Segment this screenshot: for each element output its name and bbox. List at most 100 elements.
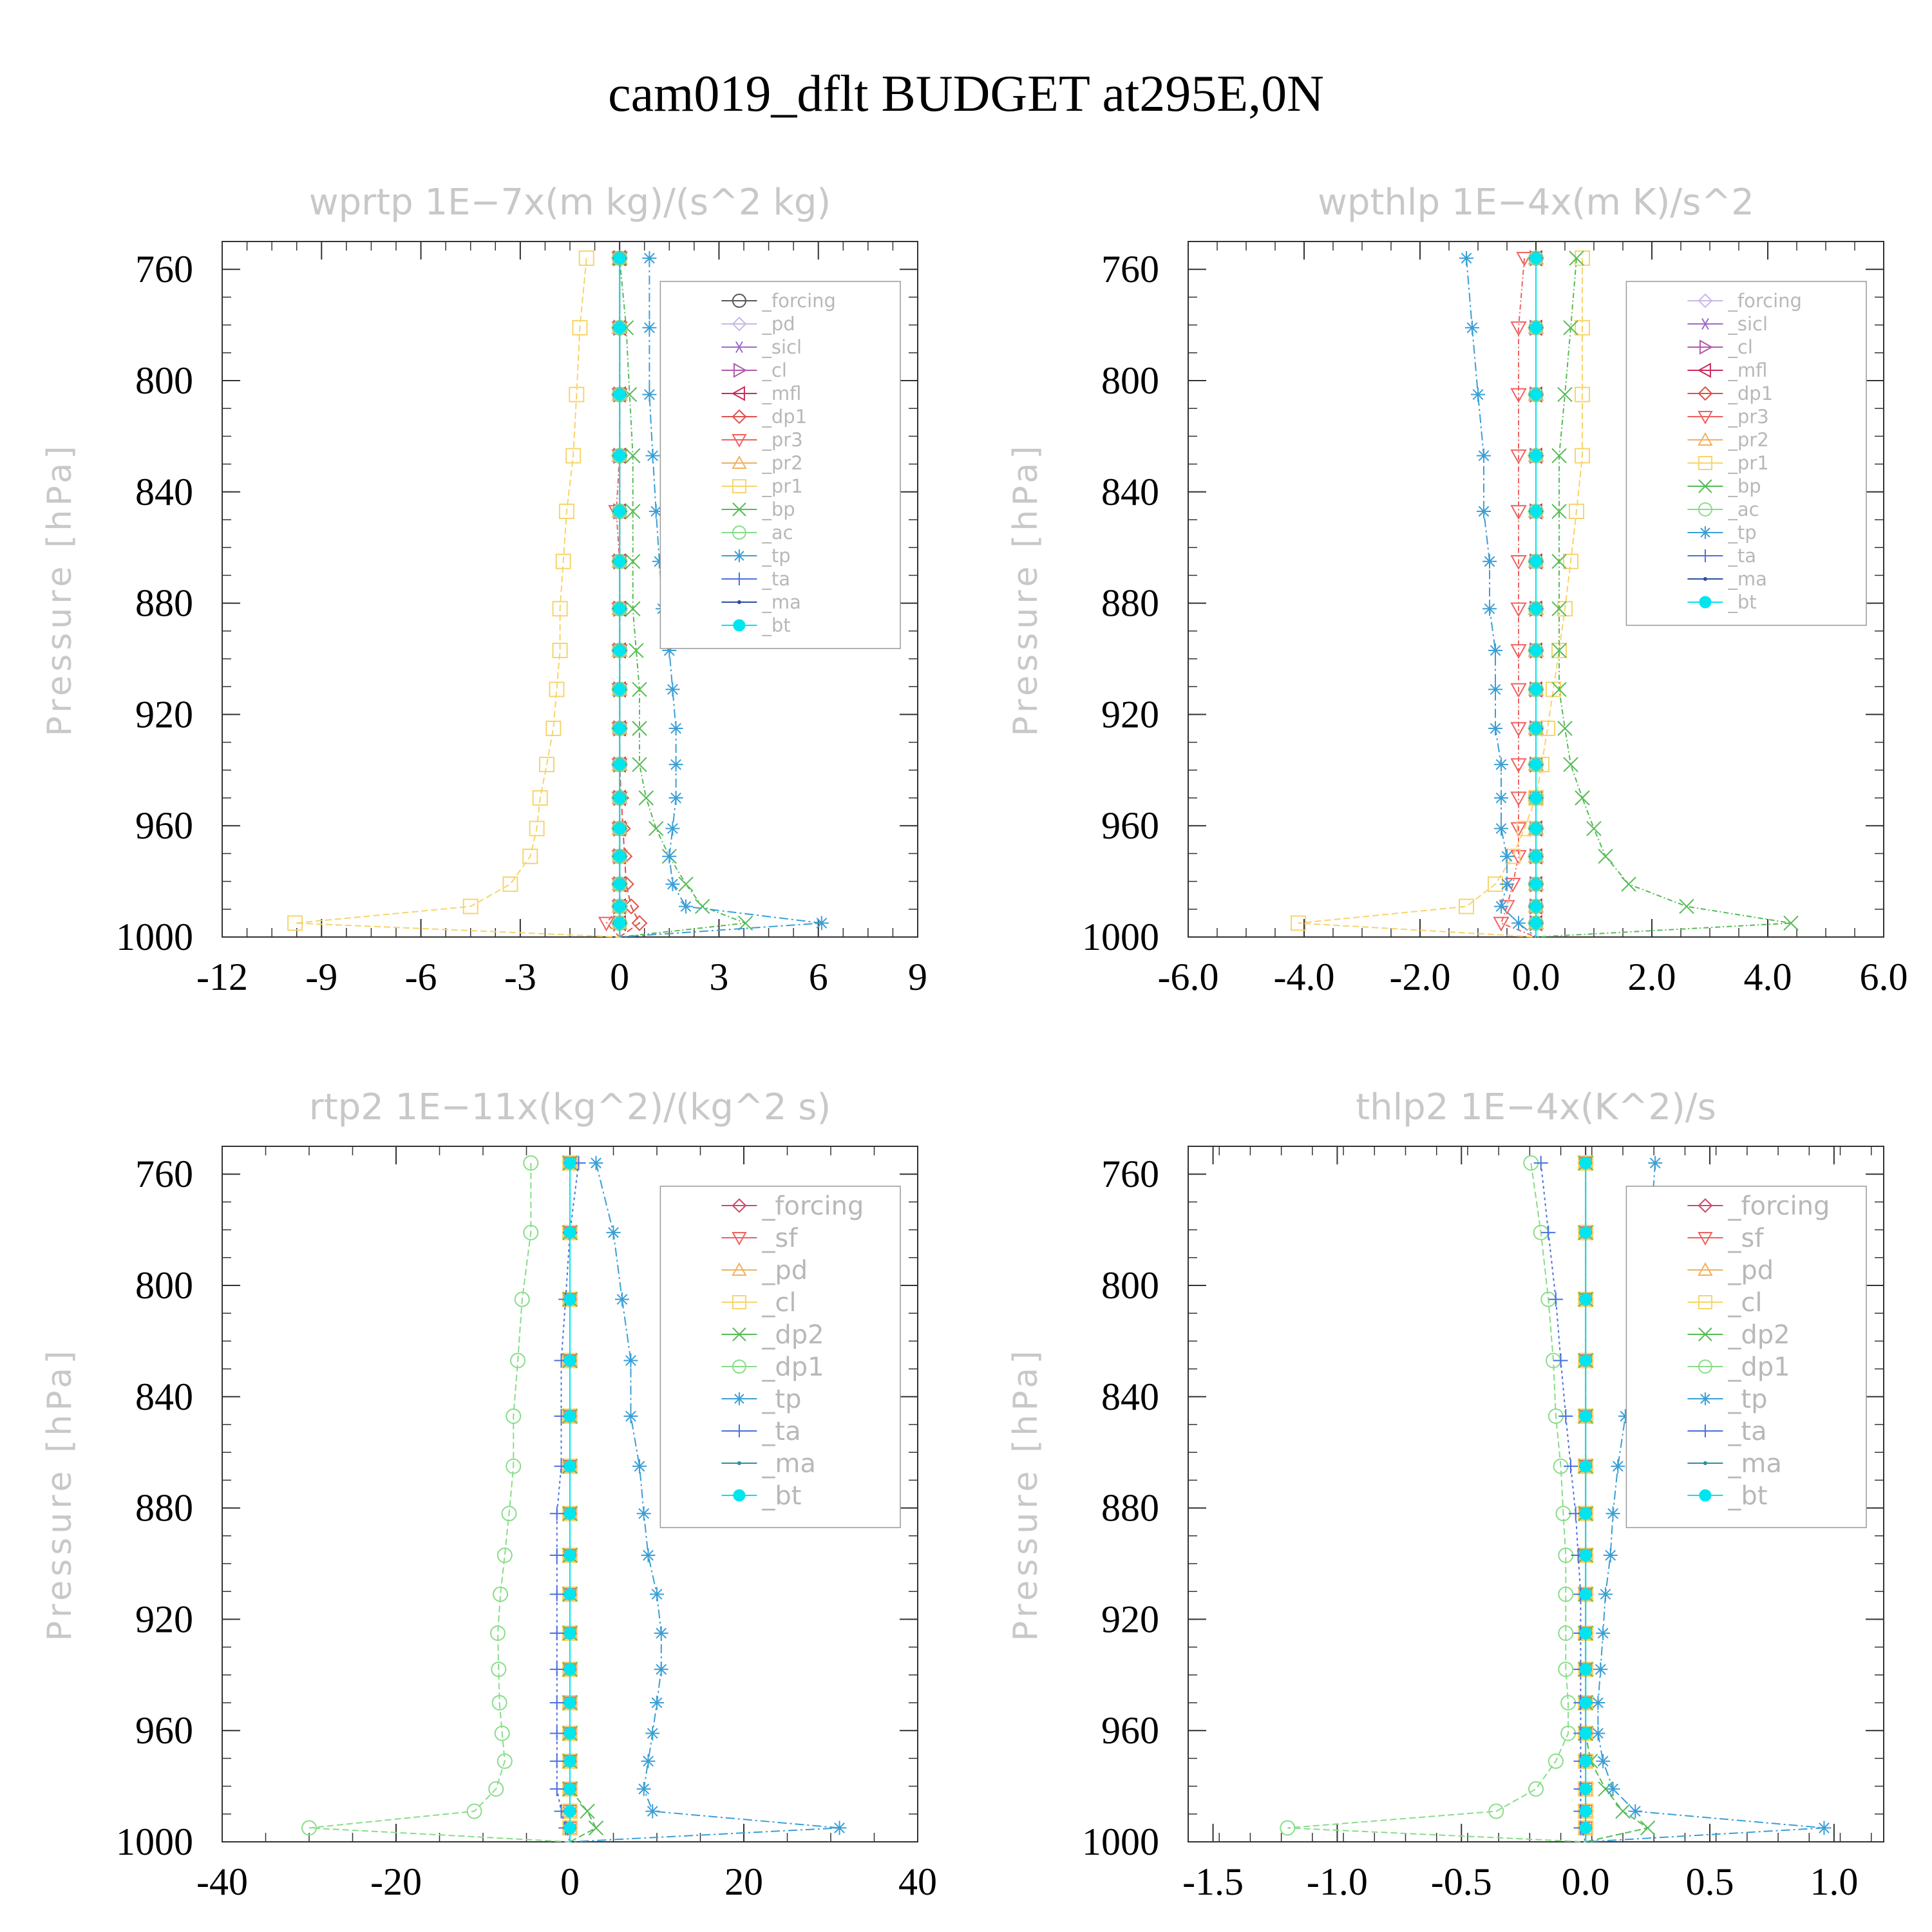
legend-label: _pr1	[761, 475, 802, 497]
data-point-tp	[662, 849, 677, 864]
data-point-bt	[564, 1627, 576, 1640]
data-point-bt	[1579, 1354, 1592, 1367]
data-point-dp1	[514, 1291, 530, 1307]
data-point-bt	[613, 683, 626, 696]
legend-marker	[732, 294, 746, 308]
data-point-bt	[613, 916, 626, 929]
legend-marker	[1698, 526, 1712, 539]
data-point-dp1	[1558, 1586, 1574, 1602]
y-axis-label: Pressure [hPa]	[41, 1347, 79, 1642]
data-point-bt	[1530, 850, 1542, 863]
data-point-pr1	[552, 643, 568, 659]
x-tick-label: -12	[196, 956, 248, 998]
data-point-tp	[668, 721, 683, 735]
legend-marker	[1699, 596, 1712, 609]
y-tick-label: 840	[1101, 1376, 1159, 1418]
data-point-pr3	[1510, 554, 1527, 570]
data-point-tp	[679, 899, 693, 914]
data-point-bp	[625, 554, 641, 569]
legend-marker	[732, 1392, 746, 1405]
data-point-dp1	[491, 1695, 507, 1710]
data-point-bt	[1579, 1755, 1592, 1768]
data-point-tp	[1596, 1754, 1611, 1768]
data-point-ta	[549, 1696, 564, 1710]
data-point-dp1	[1528, 1781, 1544, 1797]
data-point-tp	[606, 1225, 621, 1240]
data-point-bt	[1579, 1460, 1592, 1473]
data-point-pr1	[1575, 448, 1590, 464]
data-point-bt	[564, 1157, 576, 1170]
data-point-tp	[1628, 1804, 1643, 1819]
data-point-bp	[632, 721, 647, 736]
data-point-pr1	[1563, 553, 1578, 569]
data-point-tp	[668, 791, 683, 805]
data-point-ta	[549, 1587, 564, 1602]
y-tick-label: 800	[135, 1264, 193, 1307]
legend-marker	[732, 573, 746, 585]
panel-title: thlp2 1E−4x(K^2)/s	[1356, 1086, 1716, 1128]
data-point-tp	[1482, 554, 1497, 569]
data-point-tp	[1593, 1662, 1608, 1677]
x-tick-label: -0.5	[1431, 1861, 1492, 1903]
data-point-dp1	[1558, 1625, 1574, 1641]
data-point-bp	[1783, 915, 1799, 931]
plot-frame	[1188, 1146, 1884, 1842]
legend-label: _mfl	[1727, 359, 1767, 381]
data-point-pr1	[569, 386, 585, 402]
data-point-bp	[1551, 554, 1567, 569]
data-point-bp	[638, 790, 654, 806]
data-point-dp1	[1558, 1662, 1574, 1678]
data-point-bp	[1551, 681, 1567, 697]
x-tick-label: -1.0	[1307, 1861, 1368, 1903]
legend-label: _dp1	[761, 406, 807, 428]
data-point-ta	[1533, 1155, 1548, 1170]
legend-label: _pd	[761, 1256, 808, 1285]
x-tick-label: -4.0	[1274, 956, 1335, 998]
legend-box	[1625, 281, 1867, 626]
data-point-tp	[1494, 821, 1508, 836]
legend-label: _forcing	[1727, 1191, 1830, 1221]
legend-label: _cl	[1727, 1288, 1762, 1318]
data-point-ta	[1558, 1409, 1573, 1424]
data-point-bt	[564, 1663, 576, 1676]
legend-label: _ta	[1727, 545, 1756, 567]
data-point-bp	[1551, 504, 1567, 519]
data-point-bt	[1579, 1226, 1592, 1239]
data-point-dp1	[488, 1781, 504, 1797]
data-point-tp	[1511, 916, 1526, 931]
y-tick-label: 760	[135, 1153, 193, 1195]
legend-marker	[1703, 577, 1707, 581]
data-point-dp1	[491, 1662, 507, 1678]
legend: _forcing _sf _pd _cl_dp2_dp1 _tp _ta _ma_bt	[1625, 1186, 1867, 1528]
data-point-bt	[613, 450, 626, 462]
data-point-tp	[832, 1821, 847, 1835]
legend-marker	[732, 316, 747, 332]
data-point-dp1	[506, 1408, 522, 1425]
data-point-tp	[641, 1548, 656, 1563]
legend-label: _bp	[761, 498, 795, 520]
x-tick-label: 6.0	[1860, 956, 1908, 998]
legend-marker	[732, 341, 746, 354]
legend-label: _dp2	[761, 1320, 824, 1350]
x-tick-label: 4.0	[1744, 956, 1792, 998]
data-point-dp1	[489, 1625, 506, 1641]
data-point-tp	[1500, 876, 1514, 891]
data-point-pr1	[287, 915, 303, 931]
data-point-bt	[564, 1507, 576, 1520]
x-tick-label: -40	[196, 1861, 248, 1903]
series-line-tp	[1466, 258, 1537, 938]
data-point-pr1	[529, 820, 545, 837]
data-point-bp	[632, 757, 647, 772]
data-point-bt	[564, 1755, 576, 1768]
data-point-bt	[1530, 388, 1542, 401]
y-tick-label: 1000	[1082, 1821, 1159, 1863]
legend-marker	[1698, 1392, 1712, 1405]
data-point-tp	[1477, 448, 1491, 463]
data-point-tp	[665, 876, 680, 891]
y-tick-label: 760	[1101, 1153, 1159, 1195]
y-tick-label: 880	[1101, 582, 1159, 625]
data-point-ta	[1553, 1353, 1568, 1368]
data-point-pr1	[545, 721, 562, 736]
legend-label: _sicl	[761, 336, 802, 358]
data-point-pr1	[555, 553, 571, 569]
